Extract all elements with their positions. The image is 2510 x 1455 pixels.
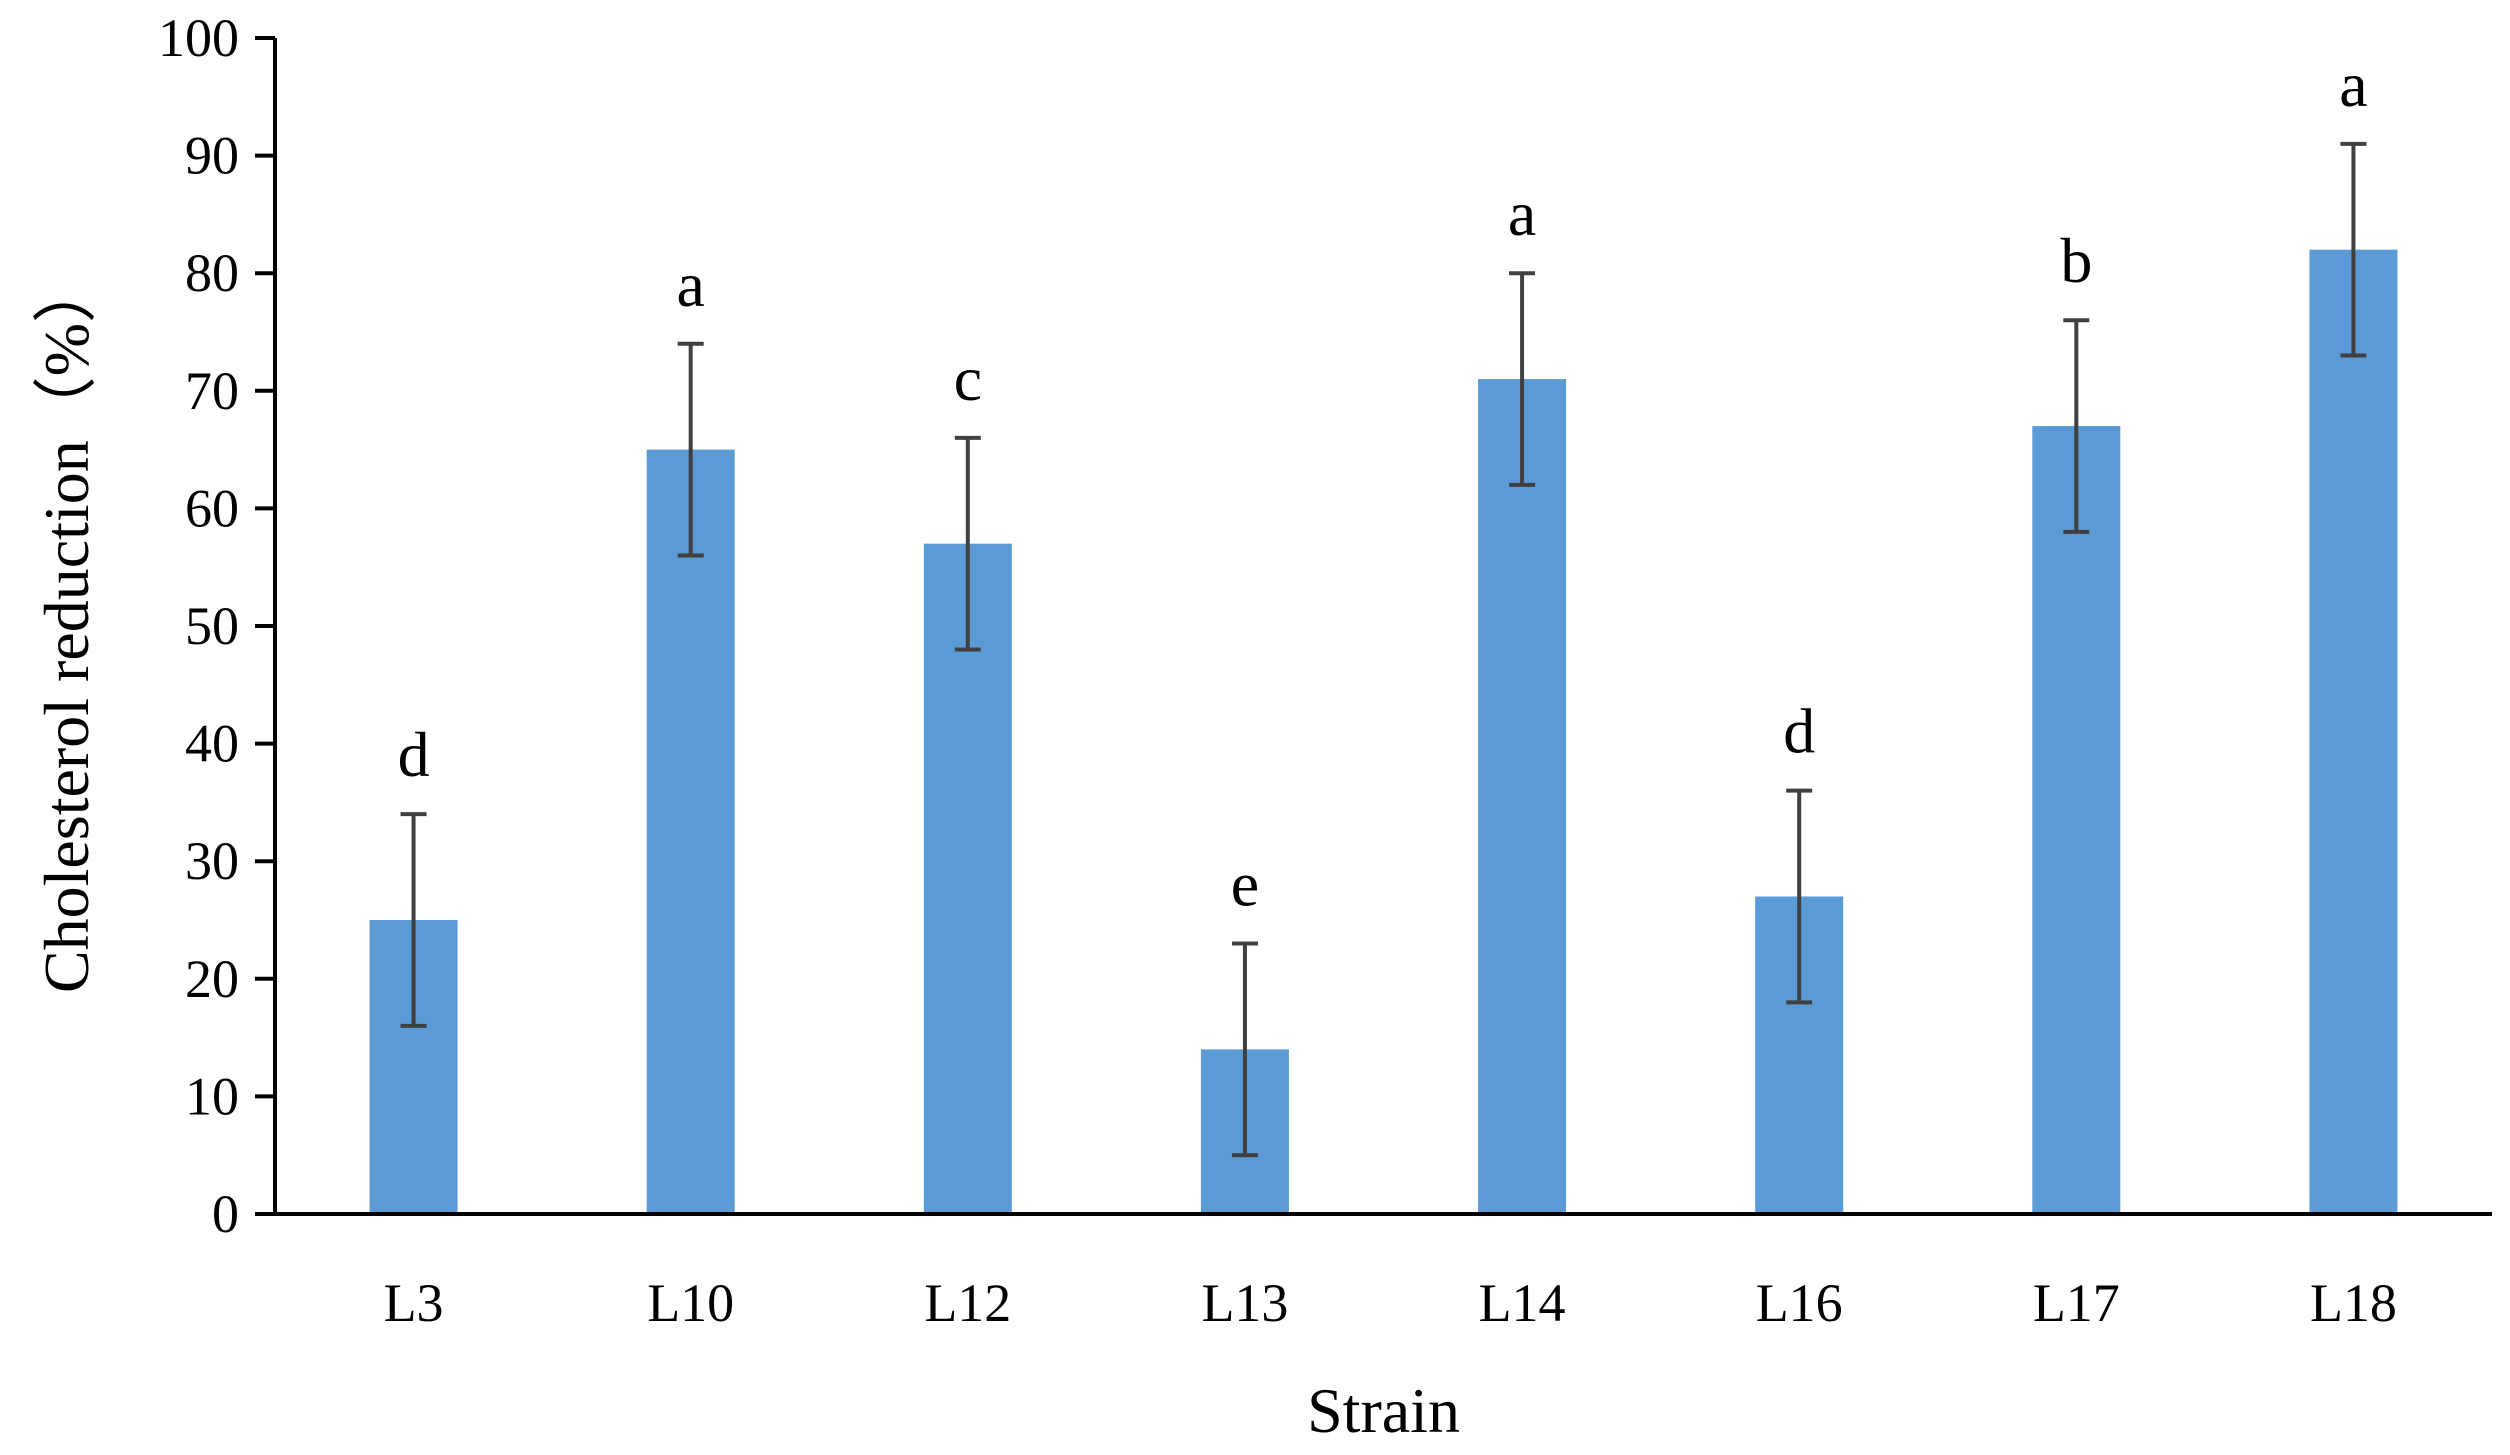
x-tick-label: L18 <box>2310 1273 2397 1333</box>
x-tick-label: L17 <box>2033 1273 2120 1333</box>
significance-letter: a <box>676 249 704 320</box>
axes-layer <box>273 38 2492 1216</box>
x-tick-label: L14 <box>1479 1273 1566 1333</box>
x-axis-title: Strain <box>1307 1375 1460 1446</box>
bar-l14 <box>1478 379 1567 1214</box>
bar-l18 <box>2309 249 2398 1214</box>
y-tick-label: 100 <box>158 8 239 68</box>
significance-letter: e <box>1231 849 1259 920</box>
x-tick-label: L10 <box>647 1273 734 1333</box>
y-tick-label: 50 <box>185 596 239 656</box>
bar-l12 <box>923 543 1012 1214</box>
significance-letters-layer: d a c e a d b a <box>398 49 2368 920</box>
y-tick-label: 0 <box>212 1184 239 1244</box>
bars-layer <box>369 249 2398 1215</box>
significance-letter: a <box>1508 178 1536 249</box>
y-axis-title: Cholesterol reduction（%） <box>31 259 102 993</box>
y-tick-label: 90 <box>185 126 239 186</box>
significance-letter: b <box>2060 225 2092 296</box>
significance-letter: d <box>1783 696 1815 767</box>
x-tick-label: L13 <box>1201 1273 1288 1333</box>
y-tick-label: 60 <box>185 478 239 538</box>
y-tick-label: 80 <box>185 243 239 303</box>
error-bars-layer <box>400 141 2367 1158</box>
y-tick-label: 30 <box>185 831 239 891</box>
x-tick-label: L16 <box>1756 1273 1843 1333</box>
x-ticks-layer: L3 L10 L12 L13 L14 L16 L17 L18 <box>384 1273 2397 1333</box>
y-ticks-layer: 0 10 20 30 40 50 60 70 80 90 100 <box>158 8 275 1244</box>
y-tick-label: 70 <box>185 361 239 421</box>
bar-l17 <box>2032 426 2121 1215</box>
y-tick-label: 20 <box>185 949 239 1009</box>
y-tick-label: 10 <box>185 1066 239 1126</box>
y-tick-label: 40 <box>185 714 239 774</box>
bar-l10 <box>646 449 735 1215</box>
x-tick-label: L12 <box>924 1273 1011 1333</box>
significance-letter: d <box>398 719 430 790</box>
significance-letter: a <box>2339 49 2367 120</box>
significance-letter: c <box>954 343 982 414</box>
x-tick-label: L3 <box>384 1273 444 1333</box>
